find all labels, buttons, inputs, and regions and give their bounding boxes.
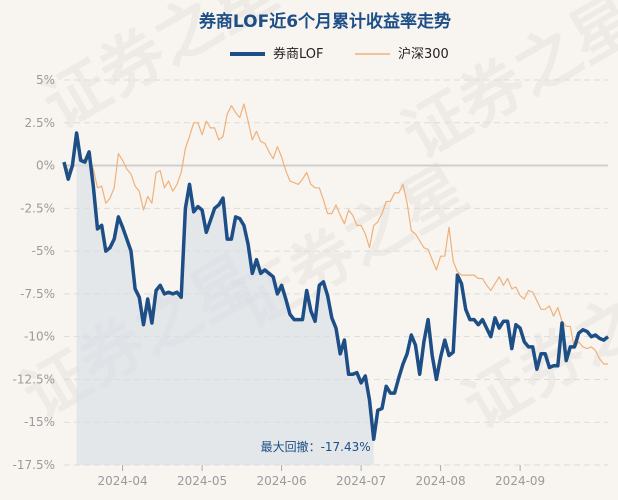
x-tick-label: 2024-09 [495, 474, 545, 488]
y-tick-label: -7.5% [20, 287, 55, 301]
y-tick-label: 2.5% [25, 116, 56, 130]
x-tick-label: 2024-06 [257, 474, 307, 488]
y-tick-label: 5% [36, 73, 55, 87]
series-line-1 [62, 131, 610, 442]
y-tick-label: -15% [24, 415, 55, 429]
x-axis: 2024-04 2024-05 2024-06 2024-07 2024-08 2024-… [98, 465, 545, 488]
y-tick-label: -5% [32, 244, 55, 258]
legend-label-2: 沪深300 [398, 46, 449, 62]
x-tick-label: 2024-05 [177, 474, 227, 488]
x-tick-label: 2024-04 [98, 474, 148, 488]
annotation-text: 最大回撤：-17.43% [261, 439, 371, 454]
y-tick-label: -10% [24, 330, 55, 344]
y-tick-label: 0% [36, 159, 55, 173]
x-tick-label: 2024-08 [416, 474, 466, 488]
x-tick-label: 2024-07 [336, 474, 386, 488]
plot-area [62, 103, 610, 466]
legend: 券商LOF 沪深300 [230, 46, 449, 62]
y-tick-label: -12.5% [13, 372, 55, 386]
legend-label-1: 券商LOF [273, 46, 324, 62]
y-axis: 5% 2.5% 0% -2.5% -5% -7.5% -10% -12.5% -15% -17.5… [13, 73, 55, 472]
y-tick-label: -17.5% [13, 458, 55, 472]
series-line-2 [63, 103, 608, 365]
chart-title: 券商LOF近6个月累计收益率走势 [198, 11, 451, 32]
y-tick-label: -2.5% [20, 201, 55, 215]
drawdown-area [76, 133, 374, 466]
annotation: 最大回撤：-17.43% [261, 439, 371, 454]
